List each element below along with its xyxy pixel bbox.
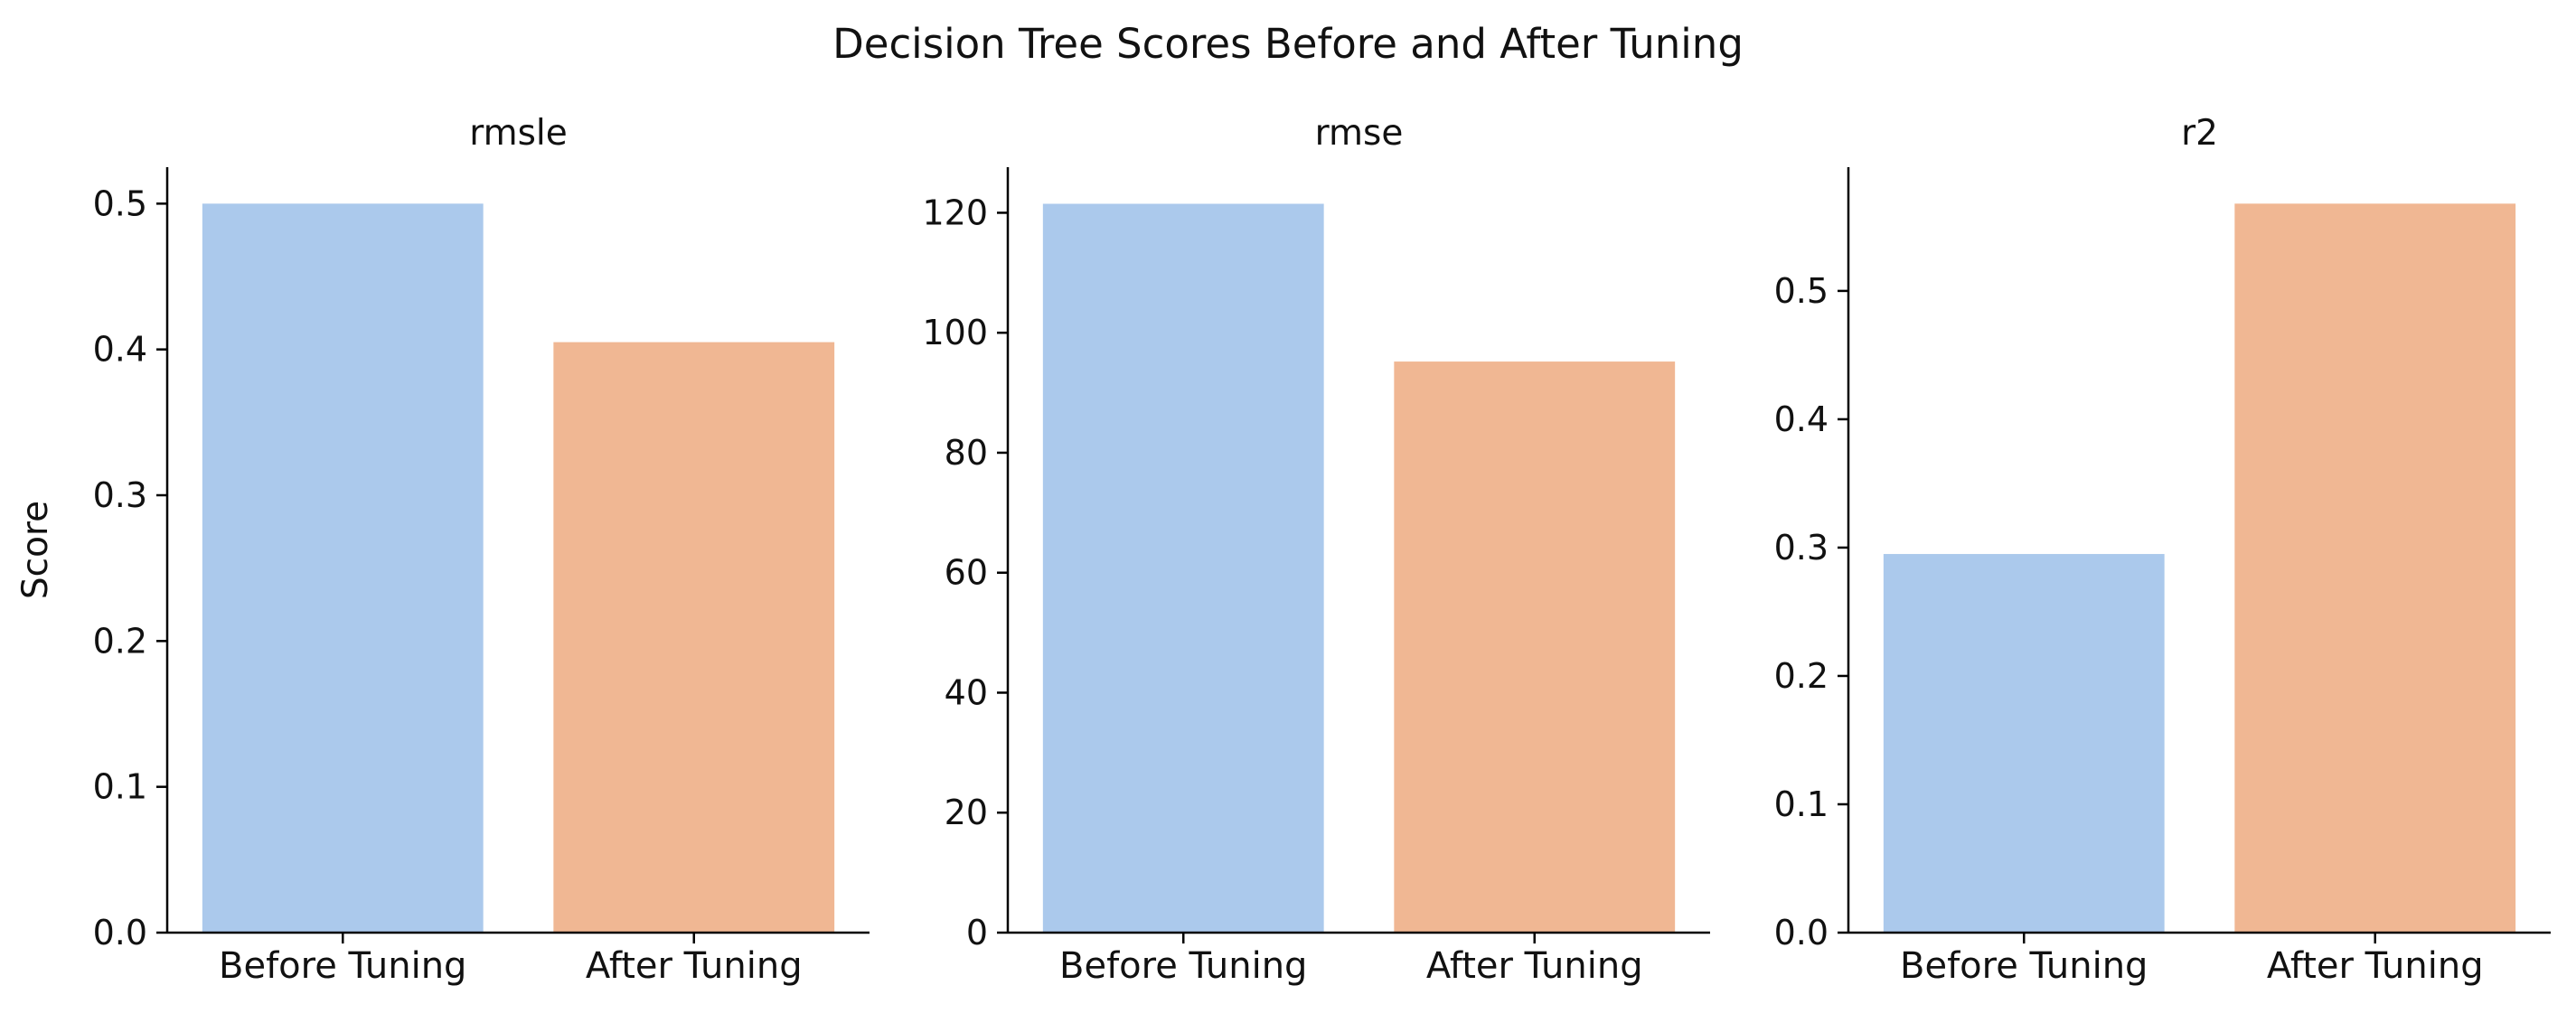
subplot-title: r2 [2181, 113, 2218, 154]
y-tick-label: 0.2 [1774, 656, 1829, 696]
y-tick-label: 60 [945, 553, 988, 593]
subplot-title: rmsle [469, 113, 568, 154]
bar-r2-1 [2234, 203, 2516, 934]
bar-rmsle-0 [202, 203, 484, 934]
subplot-rmse: 0 20 40 60 80 100 120 Before Tuning After Tuning… [922, 113, 1710, 987]
y-tick-label: 20 [945, 793, 988, 832]
y-tick-label: 100 [922, 313, 988, 352]
y-tick-label: 0.4 [1774, 399, 1829, 439]
y-tick-label: 80 [945, 433, 988, 473]
y-tick-label: 40 [945, 672, 988, 712]
y-tick-label: 0.0 [93, 913, 147, 953]
y-tick-label: 0.1 [93, 767, 147, 807]
x-tick-label: After Tuning [2267, 945, 2484, 987]
x-tick-label: Before Tuning [219, 945, 466, 987]
x-tick-label: Before Tuning [1900, 945, 2148, 987]
x-tick-label: After Tuning [586, 945, 803, 987]
bar-rmse-0 [1042, 203, 1324, 933]
subplot-rmsle: 0.0 0.1 0.2 0.3 0.4 0.5 Before Tuning After Tun… [15, 113, 870, 987]
y-tick-label: 0.4 [93, 330, 147, 370]
y-tick-label: 0.1 [1774, 784, 1829, 824]
y-tick-label: 0.5 [93, 183, 147, 223]
y-tick-label: 0 [966, 913, 988, 953]
bar-r2-0 [1883, 554, 2165, 933]
y-axis-label: Score [15, 501, 56, 599]
y-tick-label: 0.0 [1774, 913, 1829, 953]
y-tick-label: 120 [922, 192, 988, 232]
y-tick-label: 0.3 [93, 475, 147, 515]
subplot-title: rmse [1315, 113, 1404, 154]
bar-rmse-1 [1394, 361, 1676, 933]
bar-rmsle-1 [553, 342, 835, 934]
x-tick-label: Before Tuning [1059, 945, 1307, 987]
y-tick-label: 0.3 [1774, 528, 1829, 568]
y-tick-label: 0.5 [1774, 271, 1829, 311]
y-tick-label: 0.2 [93, 621, 147, 661]
figure-title: Decision Tree Scores Before and After Tu… [832, 20, 1744, 68]
subplot-r2: 0.0 0.1 0.2 0.3 0.4 0.5 Before Tuning After Tun… [1774, 113, 2551, 987]
x-tick-label: After Tuning [1426, 945, 1643, 987]
